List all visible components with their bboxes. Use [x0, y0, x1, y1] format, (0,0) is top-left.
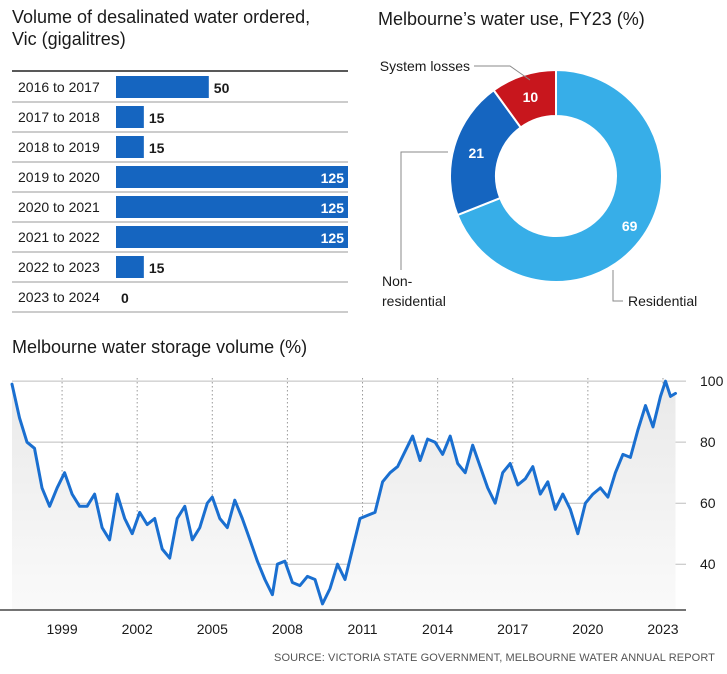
line-chart-title: Melbourne water storage volume (%) — [12, 337, 308, 357]
donut-slice — [456, 68, 663, 283]
bar-value-label: 125 — [321, 200, 345, 216]
leader-line — [612, 270, 623, 302]
bar-category-label: 2020 to 2021 — [18, 199, 100, 215]
bar-value-label: 15 — [149, 140, 165, 156]
x-tick-label: 2014 — [422, 621, 453, 637]
bar — [116, 166, 348, 188]
bar — [116, 136, 144, 158]
y-tick-label: 40 — [700, 556, 716, 572]
bar-chart-title: Volume of desalinated water ordered, Vic… — [12, 7, 311, 49]
x-tick-label: 2002 — [122, 621, 153, 637]
donut-slice-name: Non-residential — [382, 273, 446, 309]
x-tick-label: 2008 — [272, 621, 303, 637]
bar-category-label: 2023 to 2024 — [18, 289, 100, 305]
y-tick-label: 60 — [700, 495, 716, 511]
donut-value-label: 10 — [523, 89, 539, 105]
y-tick-label: 100 — [700, 373, 724, 389]
storage-volume-line-chart: 40 60 80 100 1999 2002 2005 2008 2011 2014 2017 202… — [0, 373, 724, 637]
leader-line — [474, 65, 531, 81]
bar-category-label: 2019 to 2020 — [18, 169, 100, 185]
bar — [116, 226, 348, 248]
bar — [116, 106, 144, 128]
x-tick-label: 2020 — [572, 621, 603, 637]
leader-line — [400, 151, 448, 270]
donut-slice-name: Residential — [628, 293, 697, 309]
bar-value-label: 0 — [121, 290, 129, 306]
bar — [116, 256, 144, 278]
water-use-donut-chart: 69 21 10 System losses Non-residential Reside… — [380, 58, 698, 309]
bar-category-label: 2018 to 2019 — [18, 139, 100, 155]
bar-category-label: 2017 to 2018 — [18, 109, 100, 125]
x-tick-label: 2023 — [647, 621, 678, 637]
bar-value-label: 125 — [321, 230, 345, 246]
bar-value-label: 15 — [149, 260, 165, 276]
bar — [116, 196, 348, 218]
donut-slice-name: System losses — [380, 58, 470, 74]
bar — [116, 76, 209, 98]
bar-value-label: 125 — [321, 170, 345, 186]
donut-value-label: 69 — [622, 218, 638, 234]
desalinated-water-bar-chart: 2016 to 2017 50 2017 to 2018 15 2018 to 2019… — [12, 70, 348, 313]
bar-category-label: 2021 to 2022 — [18, 229, 100, 245]
donut-slice — [492, 68, 557, 129]
x-tick-label: 2005 — [197, 621, 228, 637]
x-tick-label: 2011 — [347, 621, 377, 637]
storage-area — [12, 381, 676, 610]
storage-line — [10, 379, 677, 606]
bar-value-label: 15 — [149, 110, 165, 126]
donut-value-label: 21 — [469, 145, 485, 161]
bar-category-label: 2016 to 2017 — [18, 79, 100, 95]
donut-chart-title: Melbourne’s water use, FY23 (%) — [378, 9, 645, 29]
bar-category-label: 2022 to 2023 — [18, 259, 100, 275]
x-tick-label: 2017 — [497, 621, 528, 637]
x-tick-label: 1999 — [46, 621, 77, 637]
source-note: SOURCE: VICTORIA STATE GOVERNMENT, MELBO… — [274, 652, 715, 664]
bar-value-label: 50 — [214, 80, 230, 96]
y-tick-label: 80 — [700, 434, 716, 450]
